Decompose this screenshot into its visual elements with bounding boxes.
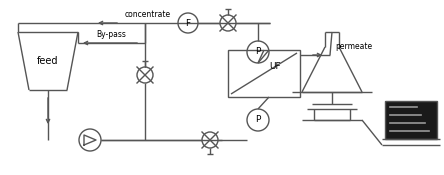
Bar (228, 50, 300, 97)
Text: permeate: permeate (335, 42, 372, 51)
Bar (385, 101, 437, 139)
Text: P: P (255, 116, 261, 124)
Text: UF: UF (269, 62, 281, 71)
Text: concentrate: concentrate (125, 10, 171, 19)
Text: F: F (186, 19, 190, 27)
Text: P: P (255, 47, 261, 57)
Text: By-pass: By-pass (96, 30, 127, 39)
Text: feed: feed (37, 56, 59, 66)
